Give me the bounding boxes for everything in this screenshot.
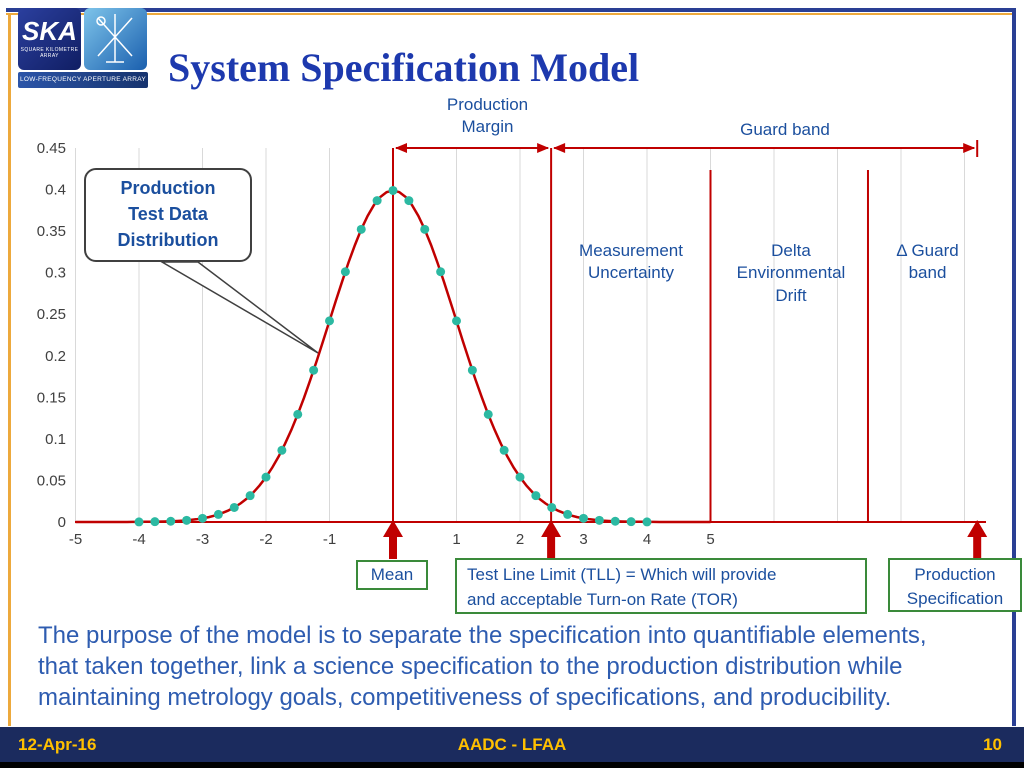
guard-band-label: Guard band — [740, 120, 830, 139]
svg-text:-1: -1 — [323, 531, 336, 548]
delta-environmental-drift-label: Delta Environmental Drift — [736, 241, 846, 305]
ska-logo-tagline: SQUARE KILOMETRE ARRAY — [20, 47, 79, 59]
ska-logo-mark: SKA SQUARE KILOMETRE ARRAY — [18, 8, 81, 70]
footer-bar: AADC - LFAA 12-Apr-16 10 — [0, 727, 1024, 762]
svg-text:0.25: 0.25 — [37, 306, 66, 323]
top-gold-line — [6, 13, 1016, 15]
body-line: maintaining metrology goals, competitive… — [38, 684, 892, 712]
svg-text:-5: -5 — [69, 531, 82, 548]
svg-text:0.45: 0.45 — [37, 140, 66, 157]
right-border-line — [1012, 8, 1016, 726]
footer-page-number: 10 — [983, 735, 1002, 754]
callout-line: Distribution — [117, 230, 219, 251]
tll-line: and acceptable Turn-on Rate (TOR) — [467, 589, 738, 609]
svg-text:-4: -4 — [132, 531, 145, 548]
svg-text:-2: -2 — [259, 531, 272, 548]
delta-guard-band-label: Δ Guard band — [896, 241, 959, 283]
callout-production-test-data: Production Test Data Distribution — [84, 168, 252, 262]
body-line: The purpose of the model is to separate … — [38, 622, 927, 649]
footer-center-text: AADC - LFAA — [457, 735, 567, 754]
svg-text:0.05: 0.05 — [37, 472, 66, 489]
svg-text:0: 0 — [58, 514, 66, 531]
production-margin-label: Production Margin — [446, 95, 529, 137]
footer-date: 12-Apr-16 — [18, 735, 97, 754]
measurement-uncertainty-label: Measurement Uncertainty — [579, 241, 683, 283]
top-border-line — [6, 8, 1016, 12]
bottom-edge — [0, 762, 1024, 768]
svg-text:0.35: 0.35 — [37, 223, 66, 240]
tll-line: Test Line Limit (TLL) = Which will provi… — [467, 565, 777, 584]
svg-text:0.15: 0.15 — [37, 389, 66, 406]
body-paragraph: The purpose of the model is to separate … — [38, 620, 1008, 714]
logo-subtitle: LOW-FREQUENCY APERTURE ARRAY — [18, 72, 148, 88]
tll-label-box: Test Line Limit (TLL) = Which will provi… — [455, 558, 867, 614]
body-line: that taken together, link a science spec… — [38, 653, 903, 681]
callout-line: Test Data — [128, 204, 208, 225]
svg-text:0.1: 0.1 — [45, 431, 66, 448]
svg-text:0.3: 0.3 — [45, 265, 66, 282]
page-title: System Specification Model — [168, 45, 640, 90]
left-gold-stripe — [8, 13, 11, 726]
svg-text:2: 2 — [516, 531, 524, 548]
ska-logo-acronym: SKA — [22, 16, 77, 46]
callout-line: Production — [120, 178, 216, 198]
ska-logo-row: SKA SQUARE KILOMETRE ARRAY — [18, 8, 148, 70]
production-specification-box: Production Specification — [888, 558, 1022, 612]
svg-text:3: 3 — [579, 531, 587, 548]
svg-text:1: 1 — [452, 531, 460, 548]
svg-text:0.2: 0.2 — [45, 348, 66, 365]
mean-label-box: Mean — [356, 560, 428, 590]
svg-text:0.4: 0.4 — [45, 182, 66, 199]
svg-text:5: 5 — [706, 531, 714, 548]
svg-text:-3: -3 — [196, 531, 209, 548]
svg-text:4: 4 — [643, 531, 651, 548]
antenna-icon — [84, 8, 147, 70]
ska-logo: SKA SQUARE KILOMETRE ARRAY LOW-FREQUENCY… — [18, 8, 148, 88]
